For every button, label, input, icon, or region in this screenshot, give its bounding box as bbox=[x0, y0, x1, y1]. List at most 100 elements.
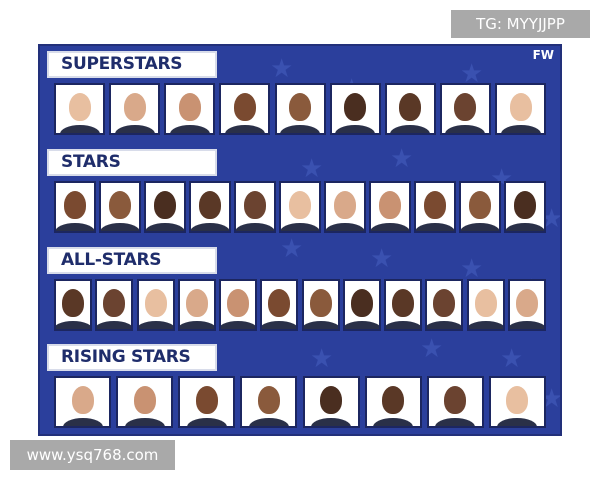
player-photo bbox=[177, 279, 216, 331]
player-photo bbox=[260, 279, 299, 331]
player-jersey bbox=[248, 418, 289, 426]
player-photo bbox=[109, 83, 161, 135]
player-face bbox=[509, 93, 532, 121]
background-star-icon: ★ bbox=[300, 154, 324, 184]
player-jersey bbox=[236, 223, 274, 231]
player-face bbox=[444, 386, 467, 414]
player-jersey bbox=[427, 321, 462, 329]
player-face bbox=[133, 386, 156, 414]
player-photo bbox=[364, 376, 422, 428]
player-face bbox=[392, 289, 415, 317]
player-jersey bbox=[326, 223, 364, 231]
player-photo bbox=[329, 83, 381, 135]
player-face bbox=[320, 386, 343, 414]
tier-row-superstars bbox=[54, 83, 546, 135]
tier-row-all-stars bbox=[54, 279, 546, 331]
player-photo bbox=[507, 279, 546, 331]
player-photo bbox=[95, 279, 134, 331]
player-face bbox=[68, 93, 91, 121]
player-face bbox=[514, 191, 536, 219]
tier-label-rising-stars: RISING STARS bbox=[47, 344, 217, 371]
player-photo bbox=[504, 181, 546, 233]
player-jersey bbox=[461, 223, 499, 231]
player-face bbox=[469, 191, 491, 219]
player-face bbox=[433, 289, 456, 317]
background-star-icon: ★ bbox=[310, 344, 334, 374]
background-star-icon: ★ bbox=[460, 254, 484, 284]
player-jersey bbox=[59, 125, 100, 133]
player-photo bbox=[384, 83, 436, 135]
background-star-icon: ★ bbox=[280, 234, 304, 264]
player-jersey bbox=[169, 125, 210, 133]
fw-logo: FW bbox=[532, 48, 554, 62]
player-face bbox=[103, 289, 126, 317]
player-photo bbox=[54, 83, 105, 135]
player-jersey bbox=[56, 223, 94, 231]
player-face bbox=[474, 289, 497, 317]
player-face bbox=[257, 386, 280, 414]
player-face bbox=[233, 93, 256, 121]
player-photo bbox=[279, 181, 321, 233]
player-photo bbox=[219, 83, 271, 135]
player-photo bbox=[369, 181, 411, 233]
player-jersey bbox=[224, 125, 265, 133]
player-jersey bbox=[371, 223, 409, 231]
player-photo bbox=[234, 181, 276, 233]
player-face bbox=[199, 191, 221, 219]
player-face bbox=[289, 93, 311, 121]
player-photo bbox=[274, 83, 326, 135]
player-jersey bbox=[500, 125, 541, 133]
player-face bbox=[185, 289, 208, 317]
background-star-icon: ★ bbox=[460, 59, 484, 89]
player-photo bbox=[219, 279, 258, 331]
player-jersey bbox=[262, 321, 297, 329]
player-photo bbox=[144, 181, 186, 233]
player-jersey bbox=[146, 223, 184, 231]
player-face bbox=[123, 93, 146, 121]
player-photo bbox=[301, 279, 340, 331]
player-jersey bbox=[435, 418, 476, 426]
tier-row-stars bbox=[54, 181, 546, 233]
player-face bbox=[71, 386, 94, 414]
player-face bbox=[309, 289, 332, 317]
player-face bbox=[144, 289, 167, 317]
player-jersey bbox=[101, 223, 139, 231]
player-jersey bbox=[373, 418, 414, 426]
player-photo bbox=[189, 181, 231, 233]
player-photo bbox=[342, 279, 381, 331]
player-face bbox=[382, 386, 405, 414]
background-star-icon: ★ bbox=[270, 54, 294, 84]
player-face bbox=[515, 289, 538, 317]
player-jersey bbox=[124, 418, 165, 426]
player-photo bbox=[425, 279, 464, 331]
player-jersey bbox=[386, 321, 421, 329]
player-jersey bbox=[179, 321, 214, 329]
player-jersey bbox=[344, 321, 379, 329]
player-jersey bbox=[97, 321, 132, 329]
player-photo bbox=[136, 279, 175, 331]
player-face bbox=[244, 191, 266, 219]
player-face bbox=[424, 191, 446, 219]
player-jersey bbox=[445, 125, 486, 133]
player-jersey bbox=[468, 321, 503, 329]
player-photo bbox=[99, 181, 141, 233]
tier-label-superstars: SUPERSTARS bbox=[47, 51, 217, 78]
tier-label-all-stars: ALL-STARS bbox=[47, 247, 217, 274]
player-face bbox=[154, 191, 176, 219]
background-star-icon: ★ bbox=[370, 244, 394, 274]
player-photo bbox=[459, 181, 501, 233]
player-jersey bbox=[335, 125, 376, 133]
player-jersey bbox=[303, 321, 338, 329]
player-jersey bbox=[138, 321, 173, 329]
player-jersey bbox=[416, 223, 454, 231]
player-photo bbox=[384, 279, 423, 331]
player-face bbox=[344, 93, 367, 121]
tier-row-rising-stars bbox=[54, 376, 546, 428]
player-face bbox=[289, 191, 311, 219]
player-photo bbox=[54, 279, 92, 331]
tier-label-stars: STARS bbox=[47, 149, 217, 176]
player-photo bbox=[488, 376, 546, 428]
player-face bbox=[454, 93, 477, 121]
player-jersey bbox=[390, 125, 431, 133]
player-photo bbox=[178, 376, 236, 428]
